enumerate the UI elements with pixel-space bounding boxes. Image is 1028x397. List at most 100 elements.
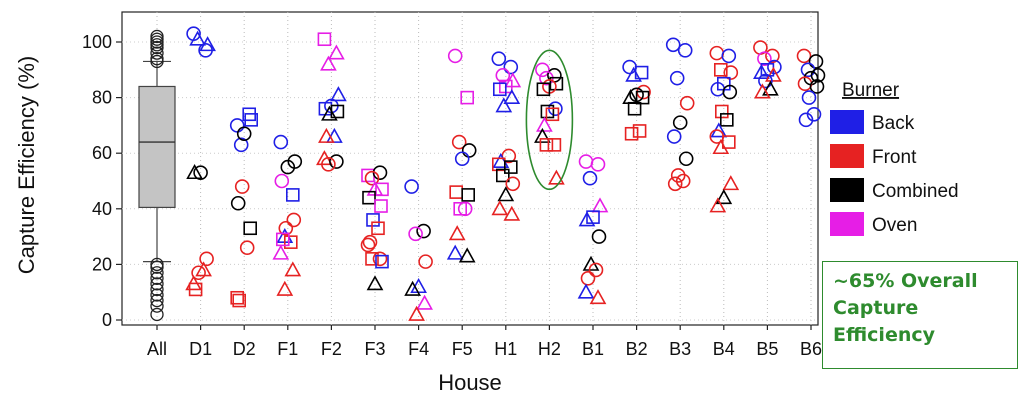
point-back [492, 82, 507, 97]
point-oven [453, 202, 468, 216]
x-tick-label-b5: B5 [756, 339, 778, 359]
point-front [234, 179, 250, 194]
point-back [669, 70, 685, 86]
outlier-point [150, 299, 164, 313]
point-oven [457, 201, 473, 217]
x-tick-label-f5: F5 [452, 339, 473, 359]
legend-swatch-combined [830, 178, 864, 202]
point-oven [408, 226, 423, 242]
x-tick-label-all: All [147, 339, 167, 359]
point-front [449, 185, 464, 199]
point-back [330, 86, 347, 102]
point-back [273, 134, 289, 150]
x-axis-ticks: All D1 D2 F1 F2 F3 F4 F5 H1 H2 B1 B2 B3 B4 B5 B6 [147, 325, 822, 359]
point-combined [591, 229, 607, 244]
point-back [800, 62, 816, 78]
point-front [451, 134, 467, 150]
point-back [665, 37, 681, 53]
point-front [589, 289, 607, 305]
point-front [286, 212, 302, 228]
x-tick-label-f1: F1 [277, 339, 298, 359]
point-front [371, 221, 385, 236]
x-tick-label-b3: B3 [669, 339, 691, 359]
x-tick-label-b6: B6 [800, 339, 822, 359]
point-combined [635, 90, 650, 105]
point-back [721, 48, 737, 64]
y-tick-label-80: 80 [92, 88, 112, 108]
point-combined [678, 151, 694, 167]
point-front [360, 237, 376, 253]
callout-line-2: Capture [833, 297, 919, 319]
legend-swatch-back [830, 110, 864, 134]
point-combined [809, 79, 825, 94]
point-combined [230, 195, 246, 211]
outlier-point [150, 307, 164, 322]
x-tick-label-f3: F3 [364, 339, 385, 359]
highlight-ellipse [525, 49, 574, 191]
point-front [714, 104, 729, 119]
point-combined [534, 127, 551, 143]
point-front [545, 107, 560, 122]
point-front [713, 62, 728, 77]
x-tick-label-d2: D2 [233, 339, 256, 359]
point-front [709, 197, 727, 213]
x-tick-label-b4: B4 [713, 339, 735, 359]
point-oven [591, 197, 609, 213]
point-back [503, 88, 521, 104]
point-oven [757, 51, 772, 66]
point-front [675, 173, 691, 189]
point-front [539, 138, 554, 152]
legend-swatch-oven [830, 212, 864, 236]
point-front [284, 261, 302, 277]
point-front [372, 251, 388, 267]
point-combined [540, 104, 555, 119]
x-tick-label-d1: D1 [189, 339, 212, 359]
point-combined [329, 154, 344, 169]
iqr-box [138, 85, 176, 209]
point-front [448, 225, 466, 241]
point-combined [458, 247, 476, 263]
legend-title: Burner [842, 80, 900, 101]
point-oven [590, 157, 606, 172]
point-front [548, 169, 565, 185]
point-front [408, 305, 425, 321]
point-front [709, 45, 725, 61]
point-back [582, 170, 598, 186]
y-tick-label-60: 60 [92, 143, 112, 163]
all-boxplot [138, 29, 176, 322]
x-tick-label-b1: B1 [582, 339, 604, 359]
point-combined [715, 189, 733, 205]
point-combined [722, 84, 738, 100]
outlier-point [150, 277, 164, 291]
point-combined [627, 101, 642, 116]
point-oven [317, 32, 332, 47]
legend: Burner Back Front Combined Oven [830, 80, 959, 236]
legend-label-back: Back [872, 113, 915, 134]
x-tick-label-f4: F4 [408, 339, 429, 359]
plot-frame [121, 11, 819, 326]
point-front [195, 261, 212, 277]
y-axis-title: Capture Efficiency (%) [14, 56, 39, 274]
point-back [454, 151, 470, 167]
outlier-point [150, 282, 164, 297]
outlier-point [150, 271, 164, 285]
point-oven [320, 55, 337, 71]
point-oven [328, 44, 345, 60]
point-front [276, 280, 294, 296]
outlier-point [150, 29, 164, 44]
y-tick-label-20: 20 [92, 254, 112, 274]
point-front [278, 220, 294, 236]
point-oven [578, 154, 594, 169]
point-oven [275, 232, 290, 247]
point-combined [461, 188, 476, 202]
point-oven [272, 244, 290, 260]
point-back [758, 73, 773, 89]
point-back [677, 43, 693, 58]
point-front [765, 66, 782, 82]
point-back [622, 59, 637, 75]
x-tick-label-h1: H1 [494, 339, 517, 359]
point-oven [374, 199, 388, 213]
point-back [404, 179, 419, 194]
point-front [232, 293, 246, 308]
point-back [244, 113, 258, 127]
